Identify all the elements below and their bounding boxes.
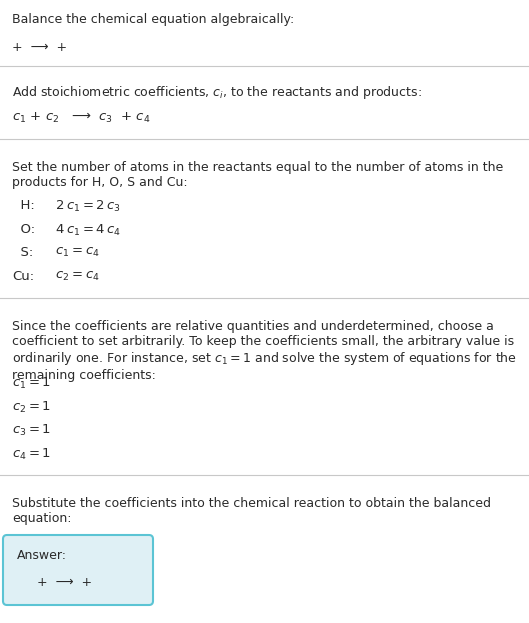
Text: $c_2 = 1$: $c_2 = 1$ xyxy=(12,399,51,414)
Text: $c_3 = 1$: $c_3 = 1$ xyxy=(12,423,51,438)
Text: +  ⟶  +: + ⟶ + xyxy=(12,41,67,54)
Text: Since the coefficients are relative quantities and underdetermined, choose a
coe: Since the coefficients are relative quan… xyxy=(12,320,517,383)
Text: Set the number of atoms in the reactants equal to the number of atoms in the
pro: Set the number of atoms in the reactants… xyxy=(12,161,503,189)
Text: Answer:: Answer: xyxy=(17,549,67,562)
Text: Add stoichiometric coefficients, $c_i$, to the reactants and products:: Add stoichiometric coefficients, $c_i$, … xyxy=(12,84,422,101)
FancyBboxPatch shape xyxy=(3,535,153,605)
Text: S:: S: xyxy=(12,246,33,259)
Text: $c_2 = c_4$: $c_2 = c_4$ xyxy=(47,270,100,283)
Text: Cu:: Cu: xyxy=(12,270,34,282)
Text: H:: H: xyxy=(12,199,35,212)
Text: $4\,c_1 = 4\,c_4$: $4\,c_1 = 4\,c_4$ xyxy=(47,222,121,237)
Text: $c_1$ + $c_2$   ⟶  $c_3$  + $c_4$: $c_1$ + $c_2$ ⟶ $c_3$ + $c_4$ xyxy=(12,111,151,125)
Text: O:: O: xyxy=(12,222,35,235)
Text: Substitute the coefficients into the chemical reaction to obtain the balanced
eq: Substitute the coefficients into the che… xyxy=(12,497,491,525)
Text: $c_4 = 1$: $c_4 = 1$ xyxy=(12,447,51,462)
Text: Balance the chemical equation algebraically:: Balance the chemical equation algebraica… xyxy=(12,13,294,26)
Text: $2\,c_1 = 2\,c_3$: $2\,c_1 = 2\,c_3$ xyxy=(47,199,121,214)
Text: $c_1 = 1$: $c_1 = 1$ xyxy=(12,376,51,391)
Text: $c_1 = c_4$: $c_1 = c_4$ xyxy=(47,246,100,259)
Text: +  ⟶  +: + ⟶ + xyxy=(29,576,92,589)
